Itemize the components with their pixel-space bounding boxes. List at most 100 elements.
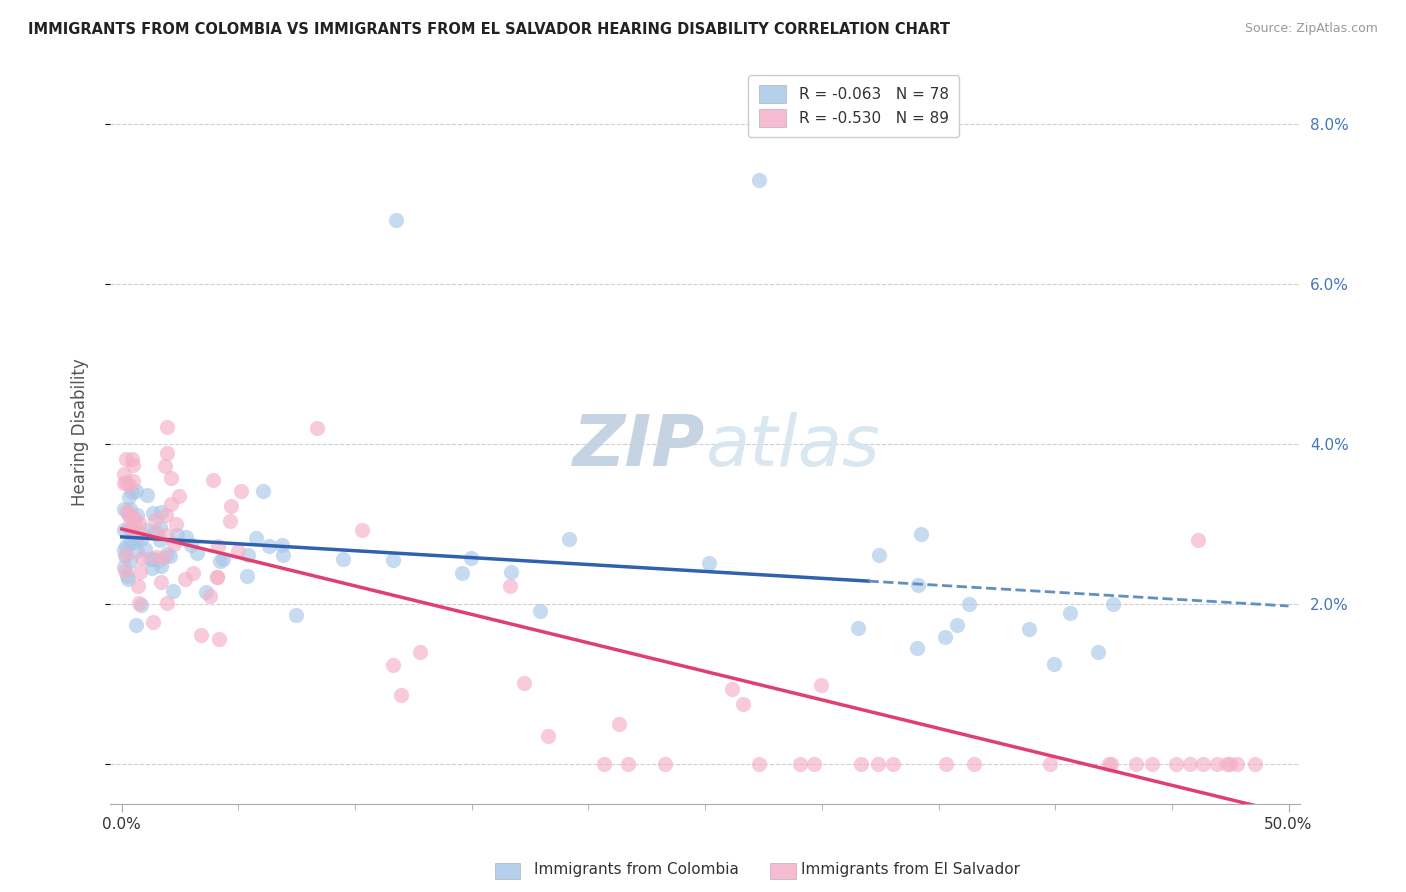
Point — [849, 757, 872, 772]
Point — [120, 501, 142, 516]
Point — [207, 570, 229, 584]
Point — [129, 526, 152, 541]
Point — [148, 553, 170, 567]
Point — [558, 532, 581, 546]
Point — [1187, 533, 1209, 547]
Point — [128, 565, 150, 579]
Point — [271, 548, 294, 562]
Point — [195, 585, 218, 599]
Point — [207, 570, 229, 584]
Point — [202, 473, 225, 487]
Point — [166, 528, 188, 542]
Point — [141, 561, 163, 575]
Point — [118, 508, 141, 522]
Point — [128, 596, 150, 610]
Point — [143, 513, 166, 527]
Point — [934, 631, 956, 645]
Point — [136, 488, 159, 502]
Text: IMMIGRANTS FROM COLOMBIA VS IMMIGRANTS FROM EL SALVADOR HEARING DISABILITY CORRE: IMMIGRANTS FROM COLOMBIA VS IMMIGRANTS F… — [28, 22, 950, 37]
Point — [114, 549, 136, 563]
Point — [131, 598, 153, 612]
Point — [155, 508, 177, 522]
Text: ZIP: ZIP — [572, 412, 706, 482]
Point — [149, 519, 172, 533]
Point — [501, 565, 523, 579]
Point — [149, 533, 172, 547]
Point — [1098, 757, 1121, 772]
Point — [122, 474, 145, 488]
Point — [382, 658, 405, 673]
Point — [121, 484, 143, 499]
Point — [162, 584, 184, 599]
Point — [219, 514, 242, 528]
Text: Source: ZipAtlas.com: Source: ZipAtlas.com — [1244, 22, 1378, 36]
Point — [118, 536, 141, 550]
Point — [1087, 645, 1109, 659]
Point — [907, 578, 929, 592]
Point — [125, 483, 148, 498]
Point — [115, 548, 138, 562]
Point — [1140, 757, 1163, 772]
Point — [609, 717, 631, 731]
Point — [229, 484, 252, 499]
Point — [120, 522, 142, 536]
Point — [112, 475, 135, 490]
Point — [112, 467, 135, 481]
Point — [382, 553, 405, 567]
Point — [848, 621, 870, 635]
Point — [169, 489, 191, 503]
Point — [155, 528, 177, 542]
Point — [882, 757, 904, 772]
Text: Immigrants from El Salvador: Immigrants from El Salvador — [801, 863, 1021, 877]
Point — [121, 452, 143, 467]
Point — [120, 522, 142, 536]
Point — [307, 421, 329, 435]
Point — [1099, 757, 1122, 772]
Point — [142, 551, 165, 566]
Y-axis label: Hearing Disability: Hearing Disability — [72, 358, 89, 506]
Point — [115, 475, 138, 489]
Point — [176, 530, 198, 544]
Point — [143, 525, 166, 540]
Point — [190, 628, 212, 642]
Point — [112, 560, 135, 574]
Point — [128, 516, 150, 530]
Point — [221, 499, 243, 513]
Point — [946, 617, 969, 632]
Point — [1018, 622, 1040, 636]
Point — [115, 504, 138, 518]
Point — [868, 549, 890, 563]
Point — [866, 757, 889, 772]
Point — [118, 478, 141, 492]
Point — [156, 420, 179, 434]
Point — [592, 757, 614, 772]
Point — [156, 547, 179, 561]
Point — [149, 575, 172, 590]
Point — [1216, 757, 1239, 772]
Point — [127, 544, 149, 558]
Point — [159, 549, 181, 564]
Point — [180, 538, 202, 552]
Point — [1226, 757, 1249, 772]
Point — [208, 632, 231, 647]
Point — [460, 551, 482, 566]
Point — [957, 598, 980, 612]
Point — [125, 532, 148, 546]
Point — [127, 579, 149, 593]
Point — [226, 544, 249, 558]
Point — [115, 539, 138, 553]
Point — [905, 641, 928, 656]
Point — [207, 540, 229, 554]
Point — [1039, 757, 1062, 772]
Point — [125, 508, 148, 522]
Point — [174, 572, 197, 586]
Point — [271, 538, 294, 552]
Point — [150, 505, 173, 519]
Point — [409, 645, 432, 659]
Point — [1219, 757, 1241, 772]
Point — [118, 518, 141, 533]
Point — [1059, 607, 1081, 621]
Point — [117, 507, 139, 521]
Point — [134, 541, 156, 556]
Point — [122, 521, 145, 535]
